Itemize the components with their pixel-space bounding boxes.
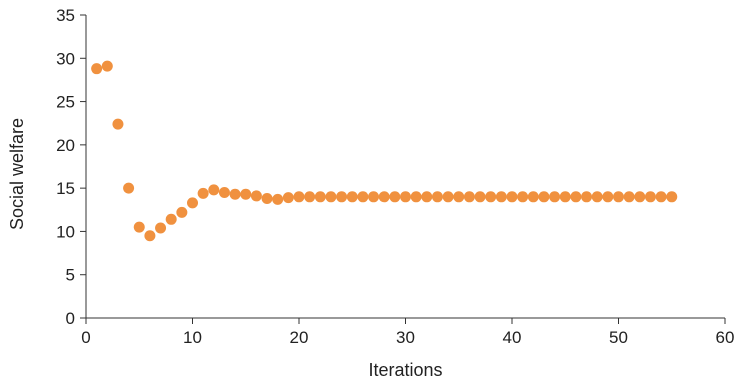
data-point: [336, 191, 348, 203]
data-point: [474, 191, 486, 203]
data-point: [581, 191, 593, 203]
data-point: [293, 191, 305, 203]
data-point: [378, 191, 390, 203]
data-point: [431, 191, 443, 203]
data-point: [570, 191, 582, 203]
data-point: [112, 118, 124, 130]
data-point: [176, 206, 188, 218]
data-point: [144, 230, 156, 242]
data-point: [357, 191, 369, 203]
data-point: [410, 191, 422, 203]
data-point: [101, 60, 113, 72]
x-axis-title: Iterations: [368, 360, 442, 380]
y-tick-label: 20: [56, 136, 75, 155]
data-points: [91, 60, 678, 242]
y-tick-label: 5: [66, 266, 75, 285]
data-point: [549, 191, 561, 203]
data-point: [517, 191, 529, 203]
data-point: [229, 188, 241, 200]
data-point: [634, 191, 646, 203]
data-point: [240, 188, 252, 200]
data-point: [655, 191, 667, 203]
data-point: [187, 197, 198, 209]
data-point: [666, 191, 678, 203]
x-tick-label: 10: [183, 328, 202, 347]
data-point: [197, 187, 209, 199]
data-point: [591, 191, 603, 203]
data-point: [495, 191, 507, 203]
data-point: [346, 191, 358, 203]
data-point: [506, 191, 518, 203]
data-point: [133, 221, 145, 233]
y-tick-label: 0: [66, 309, 75, 328]
x-tick-label: 40: [503, 328, 522, 347]
data-point: [218, 186, 230, 198]
y-tick-label: 35: [56, 6, 75, 25]
data-point: [282, 192, 294, 204]
data-point: [527, 191, 539, 203]
data-point: [272, 193, 284, 205]
data-point: [613, 191, 624, 203]
data-point: [314, 191, 326, 203]
y-axis-title: Social welfare: [7, 118, 27, 230]
x-tick-label: 0: [81, 328, 90, 347]
data-point: [644, 191, 656, 203]
data-point: [250, 190, 262, 202]
data-point: [623, 191, 635, 203]
data-point: [368, 191, 380, 203]
data-point: [442, 191, 454, 203]
axes: 0 5 10 15 20 25 30 35 0 10 20 30 40 50 60: [56, 6, 734, 347]
y-tick-label: 30: [56, 49, 75, 68]
data-point: [165, 213, 177, 225]
data-point: [123, 182, 135, 194]
data-point: [261, 193, 273, 205]
data-point: [208, 184, 220, 196]
data-point: [559, 191, 571, 203]
data-point: [602, 191, 614, 203]
x-tick-label: 30: [396, 328, 415, 347]
data-point: [463, 191, 475, 203]
x-tick-label: 20: [290, 328, 309, 347]
data-point: [155, 222, 167, 234]
data-point: [389, 191, 401, 203]
data-point: [304, 191, 316, 203]
data-point: [485, 191, 497, 203]
x-tick-label: 60: [716, 328, 735, 347]
y-tick-label: 15: [56, 179, 75, 198]
y-tick-label: 25: [56, 93, 75, 112]
data-point: [91, 63, 103, 75]
data-point: [538, 191, 550, 203]
data-point: [325, 191, 337, 203]
data-point: [400, 191, 411, 203]
x-tick-label: 50: [609, 328, 628, 347]
data-point: [453, 191, 465, 203]
y-tick-label: 10: [56, 222, 75, 241]
data-point: [421, 191, 433, 203]
